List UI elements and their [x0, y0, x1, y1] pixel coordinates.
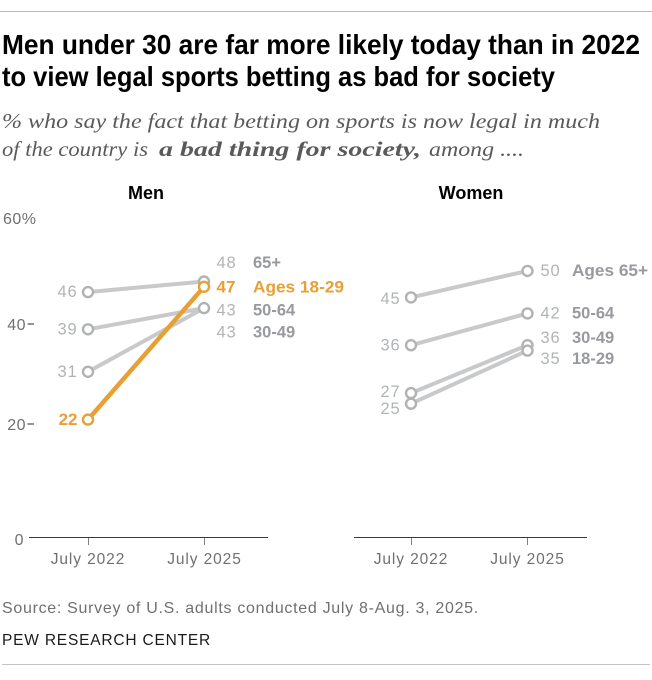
svg-text:Men under 30 are far more like: Men under 30 are far more likely today t… — [2, 29, 640, 60]
svg-text:PEW RESEARCH CENTER: PEW RESEARCH CENTER — [2, 632, 211, 649]
svg-text:39: 39 — [58, 321, 78, 339]
svg-text:July 2022: July 2022 — [374, 551, 448, 568]
svg-text:July 2025: July 2025 — [167, 551, 241, 568]
svg-text:among ....: among .... — [429, 137, 524, 161]
svg-text:42: 42 — [541, 304, 561, 322]
svg-text:% who say the fact that bettin: % who say the fact that betting on sport… — [2, 109, 600, 133]
svg-text:50-64: 50-64 — [253, 302, 296, 320]
svg-text:Women: Women — [439, 183, 504, 203]
svg-text:of the country is: of the country is — [2, 137, 148, 161]
svg-text:31: 31 — [58, 363, 78, 381]
svg-text:43: 43 — [217, 302, 237, 320]
svg-text:40: 40 — [7, 317, 26, 334]
svg-text:to view legal sports betting a: to view legal sports betting as bad for … — [2, 61, 555, 92]
svg-text:27: 27 — [381, 383, 401, 401]
svg-text:65+: 65+ — [253, 254, 281, 272]
svg-text:Ages 65+: Ages 65+ — [572, 262, 648, 280]
svg-text:20: 20 — [7, 417, 26, 434]
svg-text:35: 35 — [541, 350, 561, 368]
svg-text:Men: Men — [128, 183, 164, 203]
svg-text:July 2022: July 2022 — [51, 551, 125, 568]
svg-text:22: 22 — [59, 410, 78, 429]
svg-text:July 2025: July 2025 — [490, 551, 564, 568]
svg-text:36: 36 — [541, 329, 561, 347]
svg-text:60%: 60% — [3, 211, 37, 228]
svg-text:Ages 18-29: Ages 18-29 — [253, 278, 344, 297]
svg-text:45: 45 — [381, 290, 401, 308]
svg-text:18-29: 18-29 — [572, 350, 614, 368]
svg-text:47: 47 — [217, 278, 236, 297]
svg-text:a bad thing for society,: a bad thing for society, — [159, 137, 421, 161]
svg-text:43: 43 — [217, 324, 237, 342]
svg-text:36: 36 — [381, 337, 401, 355]
svg-text:50: 50 — [541, 262, 561, 280]
svg-text:Source: Survey of U.S. adults: Source: Survey of U.S. adults conducted … — [2, 600, 479, 617]
svg-text:25: 25 — [381, 400, 401, 418]
svg-text:30-49: 30-49 — [253, 324, 295, 342]
svg-text:46: 46 — [58, 283, 78, 301]
svg-text:48: 48 — [217, 254, 237, 272]
svg-text:30-49: 30-49 — [572, 329, 614, 347]
svg-text:50-64: 50-64 — [572, 304, 615, 322]
svg-text:0: 0 — [15, 532, 24, 549]
